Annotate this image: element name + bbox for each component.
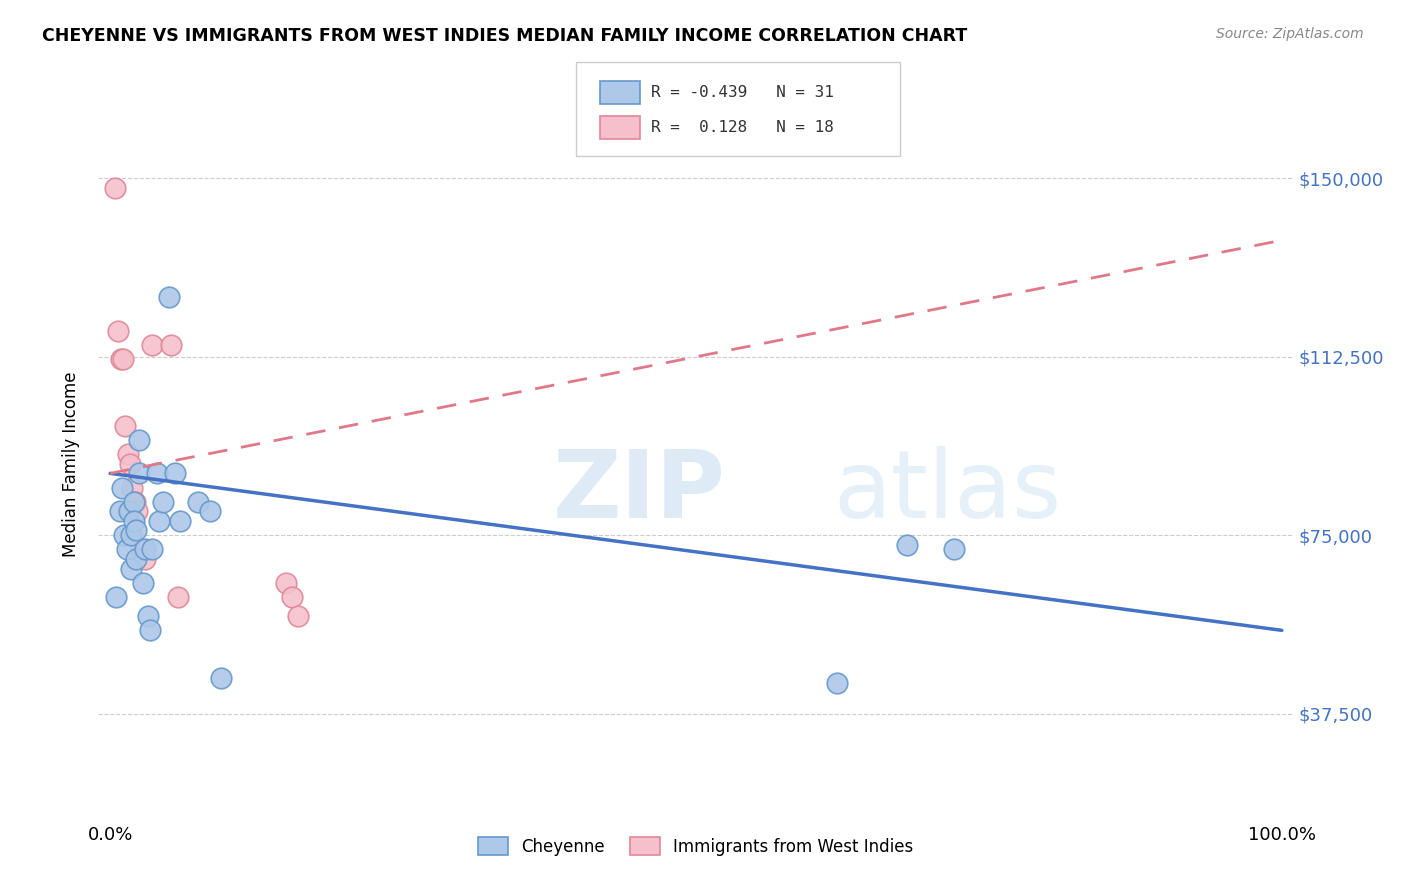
Point bbox=[120, 457, 141, 471]
Point bbox=[118, 504, 141, 518]
Point bbox=[122, 495, 145, 509]
Point bbox=[122, 514, 145, 528]
Point bbox=[141, 542, 163, 557]
Point bbox=[117, 447, 139, 461]
Point bbox=[287, 609, 309, 624]
Point bbox=[128, 467, 150, 481]
Point bbox=[825, 675, 848, 690]
Point bbox=[139, 624, 162, 638]
Point bbox=[134, 552, 156, 566]
Point bbox=[115, 542, 138, 557]
Text: R = -0.439   N = 31: R = -0.439 N = 31 bbox=[651, 86, 834, 100]
Point bbox=[127, 504, 149, 518]
Legend: Cheyenne, Immigrants from West Indies: Cheyenne, Immigrants from West Indies bbox=[471, 830, 921, 863]
Point bbox=[112, 352, 135, 367]
Point bbox=[125, 524, 148, 538]
Point bbox=[110, 352, 132, 367]
Point bbox=[134, 542, 156, 557]
Point bbox=[942, 542, 965, 557]
Point bbox=[163, 467, 186, 481]
Point bbox=[121, 481, 143, 495]
Point bbox=[132, 575, 155, 590]
Point bbox=[120, 561, 142, 575]
Point bbox=[169, 514, 191, 528]
Point bbox=[104, 181, 127, 195]
Point bbox=[125, 552, 148, 566]
Point bbox=[128, 433, 150, 447]
Text: atlas: atlas bbox=[834, 446, 1062, 539]
Point bbox=[112, 528, 135, 542]
Text: ZIP: ZIP bbox=[553, 446, 725, 539]
Point bbox=[105, 590, 128, 604]
Point bbox=[114, 418, 136, 433]
Point bbox=[108, 504, 131, 518]
Point bbox=[148, 514, 170, 528]
Text: Source: ZipAtlas.com: Source: ZipAtlas.com bbox=[1216, 27, 1364, 41]
Point bbox=[111, 481, 134, 495]
Point bbox=[107, 324, 129, 338]
Point bbox=[152, 495, 174, 509]
Point bbox=[120, 528, 142, 542]
Point bbox=[198, 504, 221, 518]
Point bbox=[281, 590, 304, 604]
Point bbox=[124, 495, 146, 509]
Point bbox=[274, 575, 297, 590]
Point bbox=[896, 538, 918, 552]
Point bbox=[157, 290, 180, 304]
Point bbox=[160, 338, 183, 352]
Point bbox=[146, 467, 169, 481]
Point bbox=[167, 590, 190, 604]
Text: R =  0.128   N = 18: R = 0.128 N = 18 bbox=[651, 120, 834, 135]
Point bbox=[129, 542, 152, 557]
Point bbox=[187, 495, 209, 509]
Point bbox=[136, 609, 159, 624]
Point bbox=[141, 338, 163, 352]
Text: CHEYENNE VS IMMIGRANTS FROM WEST INDIES MEDIAN FAMILY INCOME CORRELATION CHART: CHEYENNE VS IMMIGRANTS FROM WEST INDIES … bbox=[42, 27, 967, 45]
Point bbox=[211, 671, 233, 685]
Y-axis label: Median Family Income: Median Family Income bbox=[62, 371, 80, 557]
